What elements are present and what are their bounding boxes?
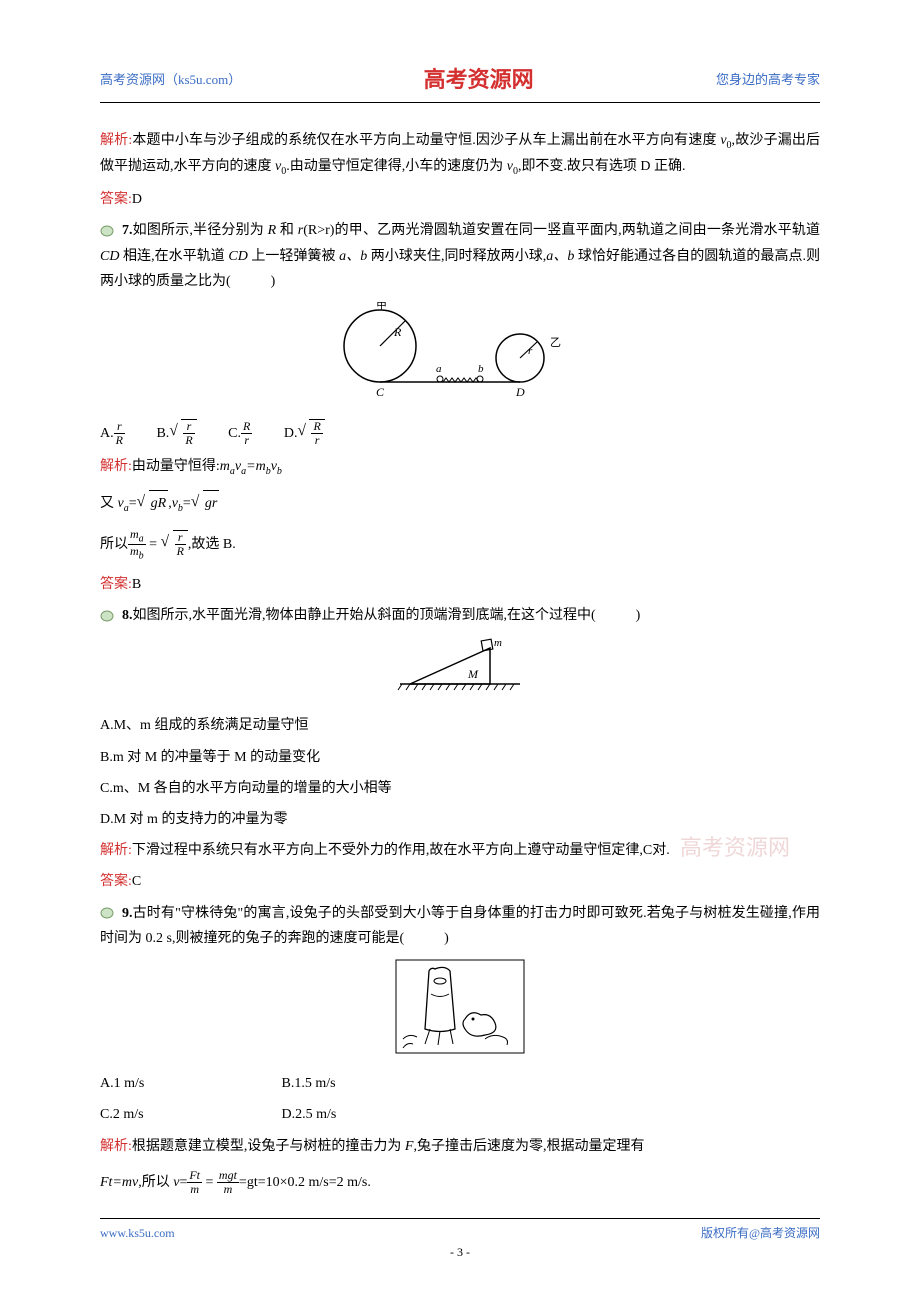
q8-fig-m: m [494, 637, 502, 649]
page-footer: www.ks5u.com 版权所有@高考资源网 [100, 1218, 820, 1245]
q7-fig-jia: 甲 [376, 302, 387, 311]
question-marker-icon [100, 906, 122, 920]
analysis-label: 解析: [100, 133, 132, 148]
q7-fig-yi: 乙 [550, 336, 561, 349]
q8-fig-M: M [467, 667, 479, 681]
footer-left: www.ks5u.com [100, 1223, 175, 1245]
q6-analysis: 解析:本题中小车与沙子组成的系统仅在水平方向上动量守恒.因沙子从车上漏出前在水平… [100, 128, 820, 182]
q7-analysis: 解析:由动量守恒得:mava=mbvb [100, 454, 820, 481]
q9-opt-a: A.1 m/s [100, 1071, 250, 1096]
q7-opt-d: D.Rr [284, 419, 325, 447]
q8-opt-b: B.m 对 M 的冲量等于 M 的动量变化 [100, 745, 820, 770]
q8-number: 8. [122, 608, 133, 623]
q9-opt-d: D.2.5 m/s [282, 1102, 337, 1127]
q9-options-row1: A.1 m/s B.1.5 m/s [100, 1071, 820, 1096]
q7-opt-c: C.Rr [228, 420, 252, 447]
q7-fig-R: R [393, 325, 402, 339]
question-marker-icon [100, 609, 122, 623]
q7-fig-a: a [436, 363, 442, 375]
header-right: 您身边的高考专家 [716, 68, 820, 91]
q7-fig-r: r [528, 345, 533, 357]
q9-analysis-2: Ft=mv,所以 v=Ftm = mgtm=gt=10×0.2 m/s=2 m/… [100, 1169, 820, 1196]
answer-label: 答案: [100, 192, 132, 207]
q9-figure [100, 959, 820, 1063]
q7-opt-b: B.rR [156, 419, 196, 447]
q8-stem: 8.如图所示,水平面光滑,物体由静止开始从斜面的顶端滑到底端,在这个过程中() [100, 603, 820, 628]
q9-number: 9. [122, 906, 133, 921]
q6-answer: 答案:D [100, 187, 820, 212]
page-number: - 3 - [100, 1242, 820, 1264]
q8-answer: 答案:C [100, 869, 820, 894]
q8-opt-a: A.M、m 组成的系统满足动量守恒 [100, 713, 820, 738]
q9-opt-c: C.2 m/s [100, 1102, 250, 1127]
q9-stem: 9.古时有"守株待兔"的寓言,设兔子的头部受到大小等于自身体重的打击力时即可致死… [100, 901, 820, 951]
q7-fig-D: D [515, 385, 525, 399]
q7-figure: 甲 乙 R r a b C D [100, 302, 820, 411]
q7-options: A.rR B.rR C.Rr D.Rr [100, 419, 820, 447]
q7-answer: 答案:B [100, 572, 820, 597]
q9-analysis-1: 解析:根据题意建立模型,设兔子与树桩的撞击力为 F,兔子撞击后速度为零,根据动量… [100, 1134, 820, 1159]
q8-opt-c: C.m、M 各自的水平方向动量的增量的大小相等 [100, 776, 820, 801]
q7-fig-C: C [376, 385, 385, 399]
content-area: 解析:本题中小车与沙子组成的系统仅在水平方向上动量守恒.因沙子从车上漏出前在水平… [100, 128, 820, 1208]
q7-opt-a: A.rR [100, 420, 125, 447]
question-marker-icon [100, 224, 122, 238]
q7-fig-b: b [478, 363, 484, 375]
q7-math-line3: 所以mamb = rR,故选 B. [100, 528, 820, 562]
q7-stem: 7.如图所示,半径分别为 R 和 r(R>r)的甲、乙两光滑圆轨道安置在同一竖直… [100, 218, 820, 294]
q9-options-row2: C.2 m/s D.2.5 m/s [100, 1102, 820, 1127]
q7-number: 7. [122, 223, 133, 238]
q8-figure: m M [100, 636, 820, 705]
header-center: 高考资源网 [424, 60, 534, 100]
q8-analysis: 解析:下滑过程中系统只有水平方向上不受外力的作用,故在水平方向上遵守动量守恒定律… [100, 838, 820, 863]
footer-right: 版权所有@高考资源网 [701, 1223, 820, 1245]
q7-math-line2: 又 va=gR,vb=gr [100, 490, 820, 518]
header-left: 高考资源网（ks5u.com） [100, 68, 241, 91]
q9-opt-b: B.1.5 m/s [282, 1071, 336, 1096]
q8-opt-d: D.M 对 m 的支持力的冲量为零 [100, 807, 820, 832]
page-header: 高考资源网（ks5u.com） 高考资源网 您身边的高考专家 [100, 60, 820, 103]
